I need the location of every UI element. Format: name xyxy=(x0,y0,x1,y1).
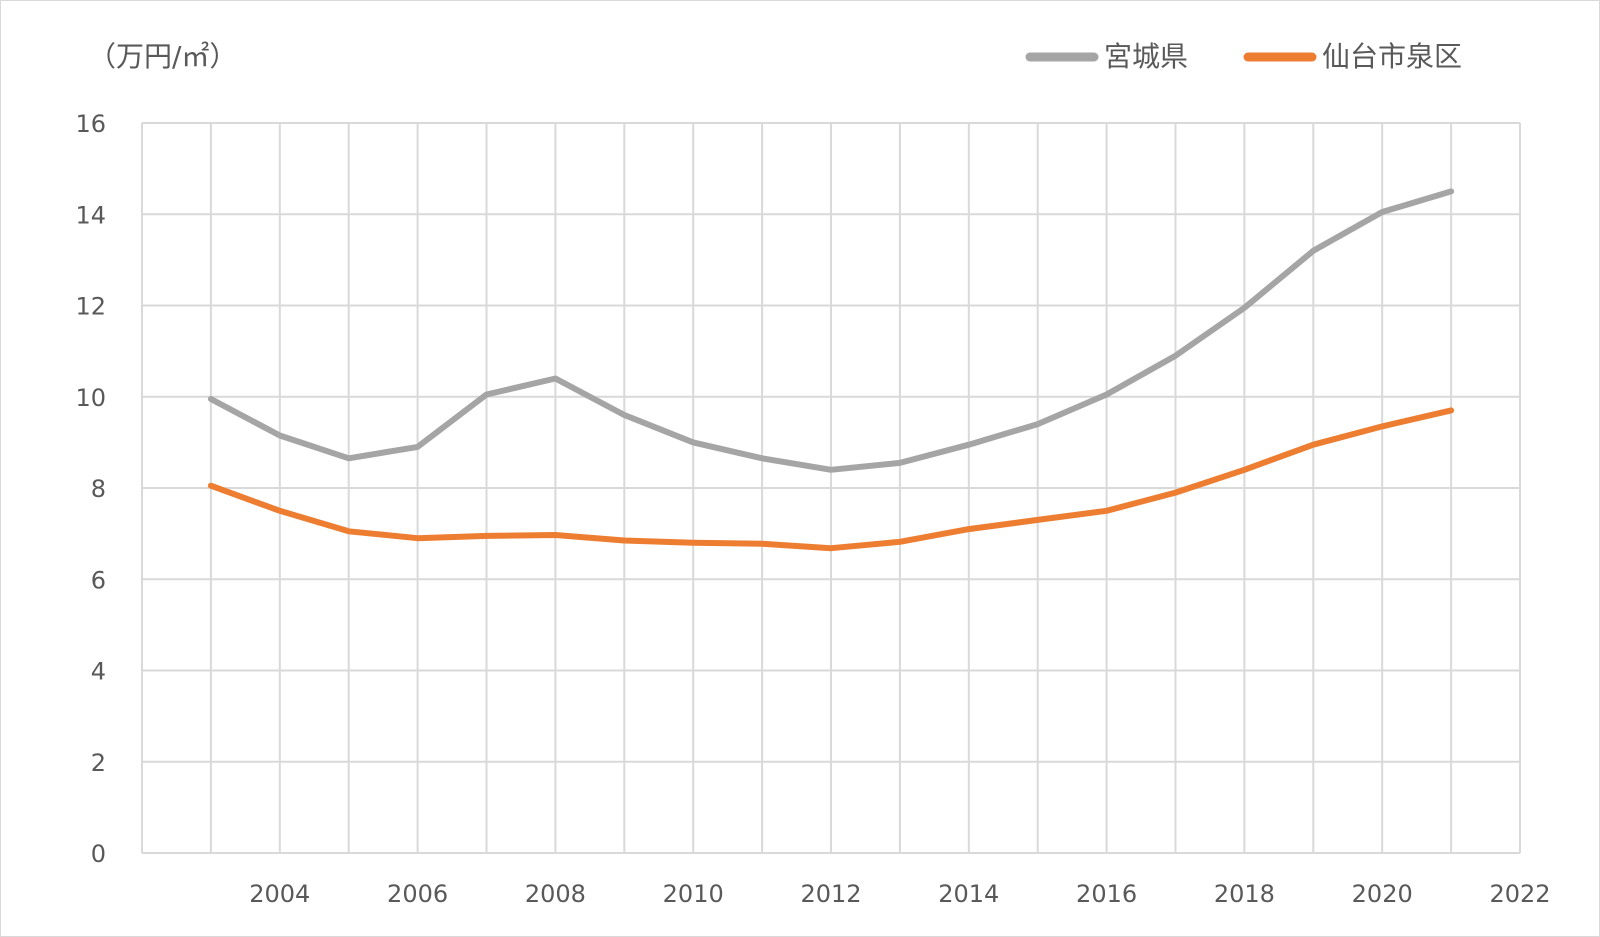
y-tick-label: 12 xyxy=(75,293,106,321)
x-tick-label: 2020 xyxy=(1352,880,1413,908)
y-axis-unit-label: （万円/㎡） xyxy=(88,40,237,73)
x-tick-label: 2006 xyxy=(387,880,448,908)
y-tick-label: 0 xyxy=(91,840,106,868)
y-tick-label: 16 xyxy=(75,110,106,138)
series-lines xyxy=(207,188,1455,552)
legend-label-2: 仙台市泉区 xyxy=(1322,40,1462,73)
x-tick-label: 2022 xyxy=(1489,880,1550,908)
y-tick-label: 6 xyxy=(91,566,106,594)
y-axis-ticks: 0 2 4 6 8 10 12 14 16 xyxy=(75,110,106,868)
x-tick-label: 2014 xyxy=(938,880,999,908)
y-tick-label: 14 xyxy=(75,201,106,229)
x-tick-label: 2004 xyxy=(249,880,310,908)
y-tick-label: 8 xyxy=(91,475,106,503)
y-tick-label: 2 xyxy=(91,749,106,777)
x-tick-label: 2018 xyxy=(1214,880,1275,908)
series-line-2 xyxy=(207,407,1455,552)
legend-label-1: 宮城県 xyxy=(1104,40,1188,73)
series-line-1 xyxy=(207,188,1455,473)
y-tick-label: 10 xyxy=(75,384,106,412)
x-tick-label: 2010 xyxy=(663,880,724,908)
x-tick-label: 2016 xyxy=(1076,880,1137,908)
x-tick-label: 2008 xyxy=(525,880,586,908)
x-axis-ticks: 2004 2006 2008 2010 2012 2014 2016 2018 2020 2022 xyxy=(249,880,1550,908)
y-tick-label: 4 xyxy=(91,658,106,686)
legend: 宮城県 仙台市泉区 xyxy=(1025,40,1462,73)
x-tick-label: 2012 xyxy=(800,880,861,908)
grid-lines xyxy=(141,122,1521,854)
